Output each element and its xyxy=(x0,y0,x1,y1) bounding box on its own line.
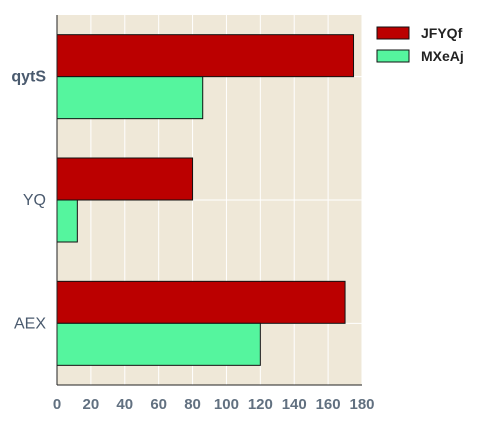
bar-JFYQf-YQ xyxy=(56,157,194,201)
axes xyxy=(56,15,362,386)
legend-swatch-JFYQf xyxy=(376,26,410,40)
x-tick-label: 180 xyxy=(349,396,374,413)
legend-label: MXeAj xyxy=(421,48,464,64)
x-tick-label: 0 xyxy=(53,396,61,413)
bar-JFYQf-qytS xyxy=(56,34,355,78)
bar-MXeAj-AEX xyxy=(56,322,261,366)
category-label: qytS xyxy=(11,69,46,86)
x-tick-label: 40 xyxy=(116,396,133,413)
bar-MXeAj-YQ xyxy=(56,199,78,243)
legend-label: JFYQf xyxy=(421,25,463,41)
legend: JFYQf MXeAj xyxy=(376,25,464,64)
legend-swatch-MXeAj xyxy=(376,49,410,63)
x-tick-label: 80 xyxy=(184,396,201,413)
x-tick-label: 20 xyxy=(83,396,100,413)
category-labels: qytS YQ AEX xyxy=(11,69,46,333)
x-tick-labels: 0 20 40 60 80 100 120 140 160 180 xyxy=(53,396,375,413)
bars xyxy=(56,34,355,366)
bar-MXeAj-qytS xyxy=(56,76,204,120)
category-label: AEX xyxy=(14,315,46,332)
x-tick-label: 100 xyxy=(214,396,239,413)
x-tick-label: 160 xyxy=(316,396,341,413)
x-tick-label: 120 xyxy=(248,396,273,413)
bar-JFYQf-AEX xyxy=(56,280,346,324)
category-label: YQ xyxy=(23,192,46,209)
x-tick-label: 60 xyxy=(150,396,167,413)
x-tick-label: 140 xyxy=(282,396,307,413)
